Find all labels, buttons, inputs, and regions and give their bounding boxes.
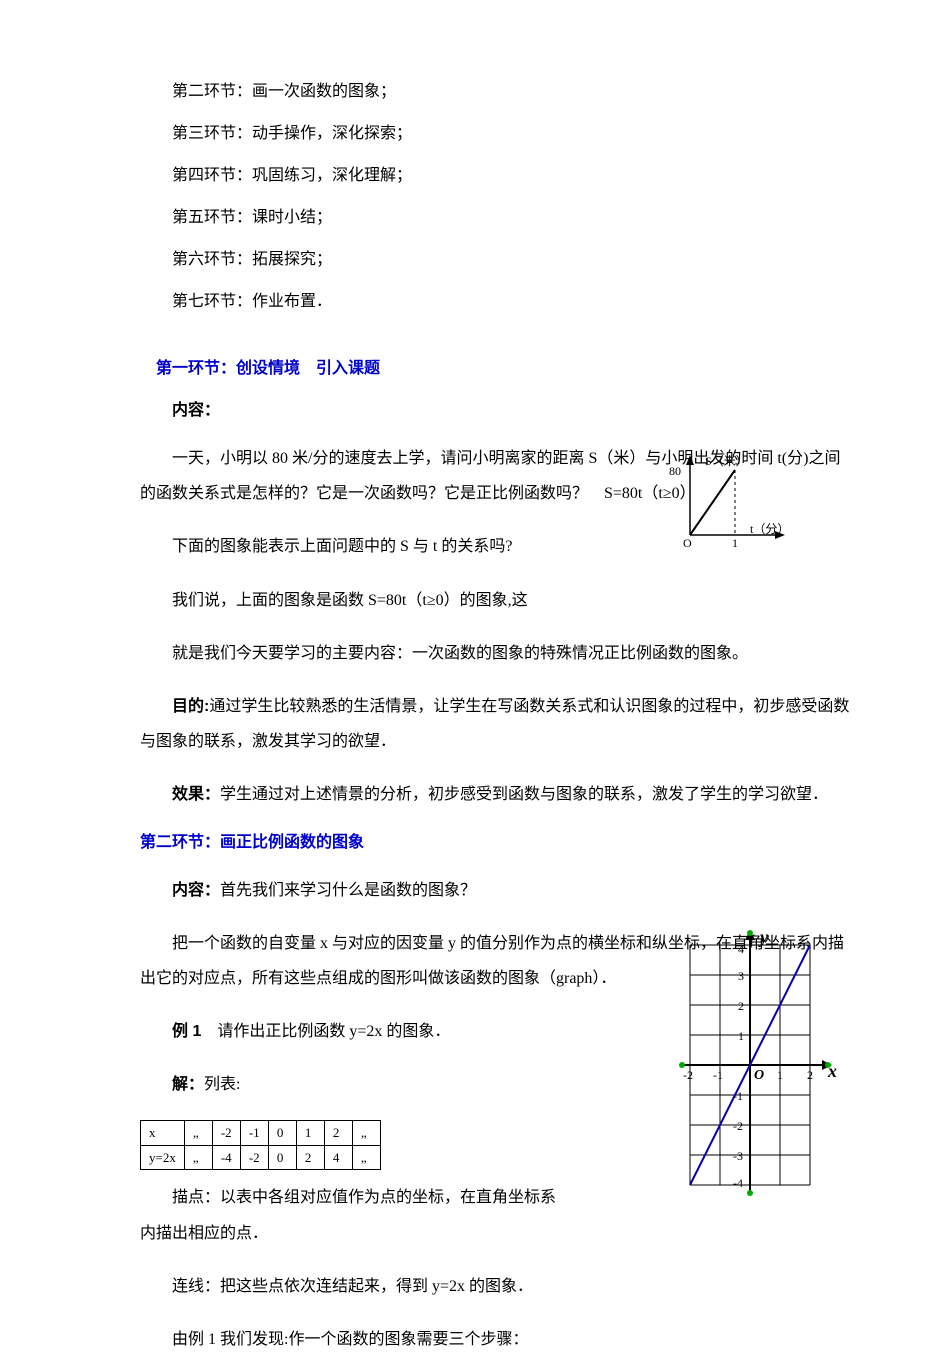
table-cell: 2	[324, 1121, 352, 1146]
example-text: 请作出正比例函数 y=2x 的图象．	[201, 1023, 450, 1040]
section2-content: 内容：首先我们来学习什么是函数的图象？	[140, 873, 855, 908]
graph1-xlabel: t（分）	[750, 522, 789, 536]
table-cell: 0	[268, 1145, 296, 1170]
step-3: 第三环节：动手操作，深化探索；	[140, 122, 855, 146]
graph1-yvalue: 80	[669, 464, 681, 478]
section1-p3: 我们说，上面的图象是函数 S=80t（t≥0）的图象,这	[140, 583, 855, 618]
svg-text:-1: -1	[733, 1089, 743, 1103]
effect-text: 学生通过对上述情景的分析，初步感受到函数与图象的联系，激发了学生的学习欲望．	[220, 786, 828, 803]
graph-s-t: S（米） 80 O 1 t（分）	[655, 455, 795, 550]
svg-text:-3: -3	[733, 1149, 743, 1163]
table-cell: -4	[212, 1145, 240, 1170]
table-cell: y=2x	[141, 1145, 185, 1170]
svg-text:1: 1	[777, 1068, 783, 1082]
step-6: 第六环节：拓展探究；	[140, 248, 855, 272]
section2-content-text: 首先我们来学习什么是函数的图象？	[220, 882, 476, 899]
svg-text:2: 2	[807, 1068, 813, 1082]
section2-p2: 描点：以表中各组对应值作为点的坐标，在直角坐标系内描出相应的点．	[140, 1180, 570, 1250]
section1-content-label: 内容：	[140, 399, 855, 423]
solution-label: 解：	[172, 1076, 204, 1093]
example-label: 例 1	[172, 1023, 201, 1040]
section1-p4: 就是我们今天要学习的主要内容：一次函数的图象的特殊情况正比例函数的图象。	[140, 636, 855, 671]
graph2-ylabel: y	[758, 927, 769, 947]
section1-goal: 目的:通过学生比较熟悉的生活情景，让学生在写函数关系式和认识图象的过程中，初步感…	[140, 689, 855, 759]
svg-text:4: 4	[738, 942, 744, 956]
svg-text:-1: -1	[713, 1068, 723, 1082]
graph-y2x: y x O -2 -1 1 2 1 2 3 4 -1 -2 -3 -4	[660, 925, 840, 1205]
section2-title: 第二环节：画正比例函数的图象	[140, 831, 855, 855]
solution-text: 列表:	[204, 1076, 240, 1093]
goal-label: 目的:	[172, 698, 209, 715]
svg-text:2: 2	[738, 999, 744, 1013]
table-cell: 1	[296, 1121, 324, 1146]
table-cell: x	[141, 1121, 185, 1146]
section1-title: 第一环节：创设情境 引入课题	[140, 357, 855, 381]
step-7: 第七环节：作业布置．	[140, 290, 855, 314]
table-row: x „ -2 -1 0 1 2 „	[141, 1121, 381, 1146]
graph2-origin: O	[754, 1068, 764, 1083]
svg-text:1: 1	[738, 1029, 744, 1043]
section2-p3: 连线：把这些点依次连结起来，得到 y=2x 的图象．	[140, 1269, 570, 1304]
table-cell: „	[184, 1121, 212, 1146]
function-table: x „ -2 -1 0 1 2 „ y=2x „ -4 -2 0 2 4 „	[140, 1120, 381, 1170]
table-cell: 2	[296, 1145, 324, 1170]
table-cell: „	[352, 1121, 380, 1146]
graph1-ylabel: S（米）	[705, 455, 748, 468]
svg-text:-2: -2	[683, 1068, 693, 1082]
section2-p4: 由例 1 我们发现:作一个函数的图象需要三个步骤：	[140, 1322, 570, 1357]
svg-text:3: 3	[738, 969, 744, 983]
step-2: 第二环节：画一次函数的图象；	[140, 80, 855, 104]
table-cell: -2	[212, 1121, 240, 1146]
table-cell: -1	[240, 1121, 268, 1146]
table-cell: -2	[240, 1145, 268, 1170]
svg-text:-4: -4	[733, 1176, 743, 1190]
table-row: y=2x „ -4 -2 0 2 4 „	[141, 1145, 381, 1170]
effect-label: 效果：	[172, 786, 220, 803]
goal-text: 通过学生比较熟悉的生活情景，让学生在写函数关系式和认识图象的过程中，初步感受函数…	[140, 698, 849, 750]
step-5: 第五环节：课时小结；	[140, 206, 855, 230]
graph1-origin: O	[683, 536, 692, 550]
graph2-xlabel: x	[827, 1061, 837, 1081]
graph1-xvalue: 1	[732, 536, 738, 550]
section2-content-label: 内容：	[172, 882, 220, 899]
svg-text:-2: -2	[733, 1119, 743, 1133]
step-4: 第四环节：巩固练习，深化理解；	[140, 164, 855, 188]
table-cell: „	[184, 1145, 212, 1170]
table-cell: 0	[268, 1121, 296, 1146]
table-cell: 4	[324, 1145, 352, 1170]
table-cell: „	[352, 1145, 380, 1170]
section1-effect: 效果：学生通过对上述情景的分析，初步感受到函数与图象的联系，激发了学生的学习欲望…	[140, 777, 855, 812]
